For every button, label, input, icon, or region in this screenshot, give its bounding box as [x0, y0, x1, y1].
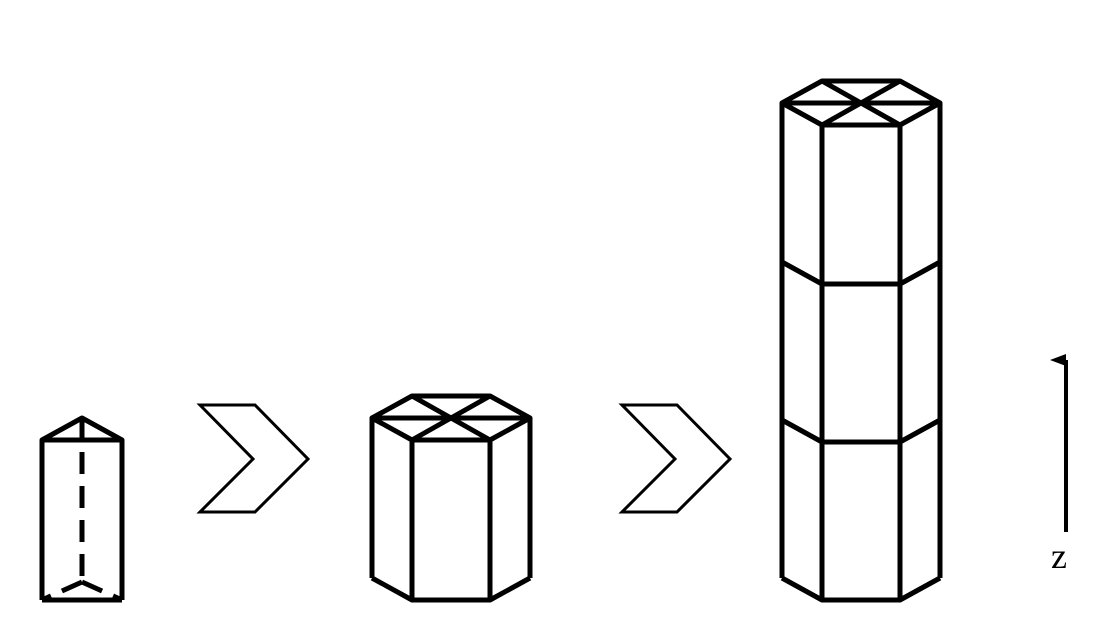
transition-arrow-2: [618, 403, 733, 514]
hexagonal-column-figure: [779, 78, 943, 603]
segment-boundary-1: [780, 259, 942, 287]
segment-boundary-2: [780, 417, 942, 445]
triangular-prism-figure: [39, 415, 125, 603]
transition-arrow-1: [196, 403, 311, 514]
z-axis-label: z: [1051, 536, 1067, 576]
hexagonal-prism-figure: [369, 393, 533, 603]
